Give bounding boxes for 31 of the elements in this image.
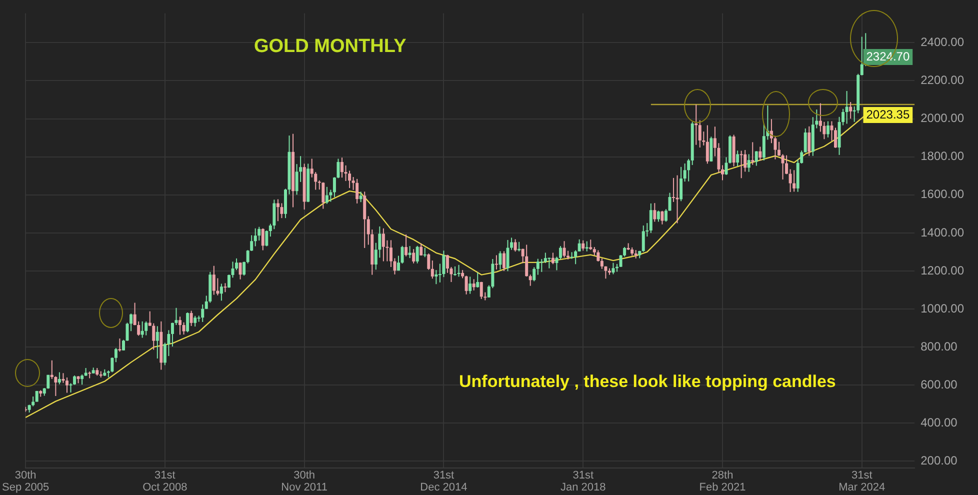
candlestick — [694, 104, 698, 145]
candlestick — [740, 150, 743, 178]
x-tick-label: 31st Mar 2024 — [838, 470, 886, 494]
y-tick-label: 600.00 — [920, 377, 958, 392]
candlestick — [540, 259, 544, 272]
y-tick-label: 2000.00 — [920, 111, 964, 126]
y-tick-label: 2200.00 — [920, 73, 964, 88]
candlestick — [494, 255, 498, 270]
y-tick-label: 1400.00 — [920, 225, 964, 240]
y-tick-label: 200.00 — [920, 454, 958, 468]
y-tick-label: 400.00 — [920, 416, 958, 430]
annotation: 2023.35 — [866, 107, 910, 122]
candlestick — [548, 258, 551, 268]
x-tick-label: 31st Oct 2008 — [142, 470, 188, 494]
annotation: Unfortunately , these look like topping candles — [459, 372, 836, 392]
x-tick-label: 31st Jan 2018 — [560, 470, 606, 494]
y-tick-label: 2400.00 — [920, 35, 964, 49]
y-tick-label: 800.00 — [920, 339, 958, 354]
x-tick-label: 30th Nov 2011 — [281, 470, 328, 494]
x-tick-label: 28th Feb 2021 — [699, 470, 746, 494]
y-tick-label: 1600.00 — [920, 187, 964, 202]
y-tick-label: 1000.00 — [920, 301, 964, 316]
x-tick-label: 30th Sep 2005 — [2, 470, 50, 494]
x-tick-label: 31st Dec 2014 — [420, 470, 468, 494]
candlestick — [672, 178, 676, 202]
candlestick — [676, 175, 679, 224]
candlestick — [751, 142, 754, 165]
text: GOLD MONTHLY — [254, 36, 406, 58]
annotation: 2324.70 — [866, 49, 910, 64]
y-tick-label: 1800.00 — [920, 149, 964, 164]
y-tick-label: 1200.00 — [920, 263, 964, 278]
